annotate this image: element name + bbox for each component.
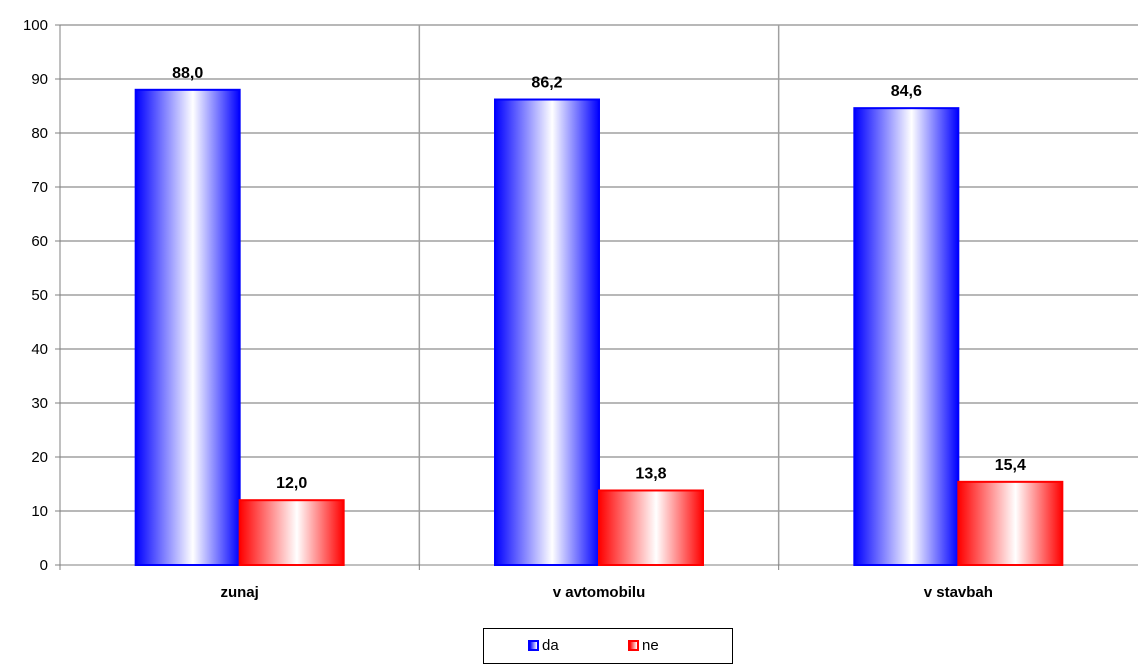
data-labels: 88,0 12,0 86,2 13,8 84,6 15,4: [172, 65, 1026, 492]
y-tick-label: 70: [31, 179, 48, 196]
legend-label-ne: ne: [642, 637, 659, 654]
y-tick-label: 20: [31, 449, 48, 466]
legend-label-da: da: [542, 637, 559, 654]
category-label-0: zunaj: [220, 584, 258, 601]
y-tick-label: 50: [31, 287, 48, 304]
data-label-da-2: 84,6: [891, 83, 922, 100]
bar-ne-2: [957, 480, 1064, 566]
bar-da-2: [853, 107, 960, 566]
y-tick-label: 40: [31, 341, 48, 358]
y-tick-label: 60: [31, 233, 48, 250]
legend: da ne: [483, 628, 733, 664]
legend-swatch-ne: [628, 640, 639, 651]
bar-da-0: [134, 88, 241, 567]
bar-chart: 0 10 20 30 40 50 60 70 80 90 100 zunaj v avtomobilu v…: [23, 17, 1138, 601]
legend-swatch-da: [528, 640, 539, 651]
bars: [134, 88, 1064, 567]
y-tick-label: 100: [23, 17, 48, 34]
legend-item-da: da: [528, 637, 559, 654]
category-label-1: v avtomobilu: [553, 584, 646, 601]
y-tick-label: 0: [40, 557, 48, 574]
y-tick-label: 30: [31, 395, 48, 412]
data-label-ne-0: 12,0: [276, 475, 307, 492]
y-tick-label: 10: [31, 503, 48, 520]
bar-da-1: [494, 98, 600, 567]
legend-item-ne: ne: [628, 637, 659, 654]
data-label-da-0: 88,0: [172, 65, 203, 82]
data-label-da-1: 86,2: [531, 75, 562, 92]
bar-ne-0: [238, 499, 345, 567]
y-tick-label: 90: [31, 71, 48, 88]
data-label-ne-2: 15,4: [995, 457, 1026, 474]
category-label-2: v stavbah: [924, 584, 993, 601]
bar-ne-1: [598, 489, 704, 567]
data-label-ne-1: 13,8: [635, 465, 666, 482]
y-tick-label: 80: [31, 125, 48, 142]
